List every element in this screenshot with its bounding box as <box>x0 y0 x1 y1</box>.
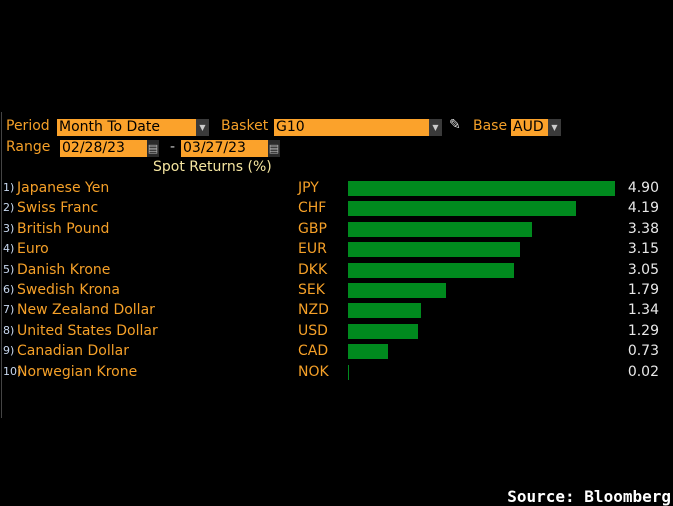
currency-name: British Pound <box>17 220 110 237</box>
currency-code: NOK <box>298 363 329 380</box>
rank: 3) <box>3 221 15 235</box>
rank: 8) <box>3 323 15 337</box>
source-label: Source: Bloomberg <box>507 487 671 506</box>
bar <box>348 364 350 380</box>
data-label: 1.79 <box>627 282 659 298</box>
basket-dropdown-icon[interactable]: ▼ <box>429 119 442 136</box>
period-dropdown-icon[interactable]: ▼ <box>196 119 209 136</box>
calendar-icon[interactable]: ▤ <box>147 140 159 157</box>
bar-row[interactable]: 2) Swiss Franc CHF 4.19 <box>0 199 673 219</box>
bar <box>348 283 446 298</box>
rank: 5) <box>3 262 15 276</box>
bar-row[interactable]: 10) Norwegian Krone NOK 0.02 <box>0 363 673 383</box>
bar-row[interactable]: 3) British Pound GBP 3.38 <box>0 220 673 240</box>
rank: 2) <box>3 201 15 215</box>
bar-row[interactable]: 4) Euro EUR 3.15 <box>0 240 673 260</box>
bar <box>348 221 533 237</box>
period-label: Period <box>6 118 50 134</box>
range-end-input[interactable]: 03/27/23 <box>181 140 268 157</box>
currency-code: NZD <box>298 302 329 319</box>
currency-name: United States Dollar <box>17 322 158 339</box>
data-label: 4.90 <box>627 180 659 196</box>
currency-code: GBP <box>298 220 327 237</box>
data-label: 0.02 <box>627 363 659 380</box>
rank: 6) <box>3 283 15 296</box>
currency-name: New Zealand Dollar <box>17 302 155 319</box>
range-label: Range <box>6 139 51 155</box>
currency-name: Swedish Krona <box>17 282 120 298</box>
bar-row[interactable]: 9) Canadian Dollar CAD 0.73 <box>0 342 673 362</box>
currency-name: Swiss Franc <box>17 200 99 217</box>
rank: 9) <box>3 344 15 358</box>
base-dropdown-icon[interactable]: ▼ <box>548 119 561 136</box>
left-border <box>1 112 2 418</box>
currency-name: Euro <box>17 241 49 258</box>
rank: 10) <box>3 364 22 378</box>
bar-row[interactable]: 1) Japanese Yen JPY 4.90 <box>0 179 673 199</box>
base-select[interactable]: AUD <box>511 119 548 136</box>
bar-row[interactable]: 8) United States Dollar USD 1.29 <box>0 322 673 342</box>
bar <box>348 303 422 319</box>
data-label: 3.05 <box>627 261 659 278</box>
bar <box>348 262 515 278</box>
bar-row[interactable]: 5) Danish Krone DKK 3.05 <box>0 261 673 281</box>
rank: 1) <box>3 181 15 194</box>
period-select[interactable]: Month To Date <box>57 119 196 136</box>
chart-title: Spot Returns (%) <box>153 159 272 175</box>
currency-code: SEK <box>298 282 325 298</box>
currency-code: USD <box>298 322 328 339</box>
bar <box>348 201 577 217</box>
bar <box>348 242 520 258</box>
currency-code: DKK <box>298 261 328 278</box>
bar <box>348 344 388 360</box>
data-label: 1.34 <box>627 302 659 319</box>
calendar-icon[interactable]: ▤ <box>268 140 280 157</box>
currency-name: Canadian Dollar <box>17 343 129 360</box>
data-label: 3.15 <box>627 241 659 258</box>
currency-code: EUR <box>298 241 327 258</box>
bar-row[interactable]: 6) Swedish Krona SEK 1.79 <box>0 281 673 301</box>
data-label: 0.73 <box>627 343 659 360</box>
bar <box>348 323 419 339</box>
bar <box>348 181 615 196</box>
currency-name: Danish Krone <box>17 261 111 278</box>
range-separator: - <box>170 139 176 155</box>
rank: 7) <box>3 303 15 317</box>
basket-select[interactable]: G10 <box>274 119 429 136</box>
currency-code: JPY <box>298 180 319 196</box>
currency-name: Norwegian Krone <box>17 363 138 380</box>
rank: 4) <box>3 242 15 256</box>
currency-code: CAD <box>298 343 329 360</box>
pencil-icon[interactable]: ✎ <box>449 117 461 133</box>
bar-row[interactable]: 7) New Zealand Dollar NZD 1.34 <box>0 301 673 321</box>
range-start-input[interactable]: 02/28/23 <box>60 140 147 157</box>
data-label: 1.29 <box>627 322 659 339</box>
data-label: 3.38 <box>627 220 659 237</box>
data-label: 4.19 <box>627 200 659 217</box>
currency-name: Japanese Yen <box>17 180 110 196</box>
currency-code: CHF <box>298 200 327 217</box>
basket-label: Basket <box>221 118 269 134</box>
base-label: Base <box>473 118 508 134</box>
